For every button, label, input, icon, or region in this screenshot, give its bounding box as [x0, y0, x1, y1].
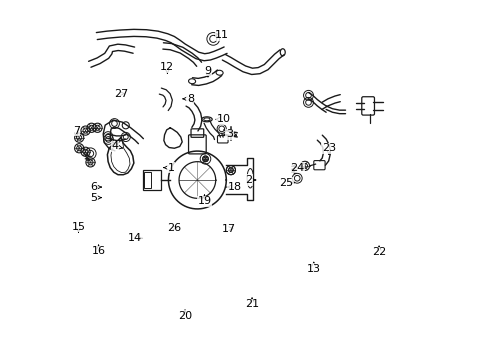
- Text: 19: 19: [197, 195, 212, 206]
- Text: 5: 5: [91, 193, 101, 203]
- Text: 12: 12: [160, 62, 174, 73]
- Text: 18: 18: [227, 182, 242, 192]
- Text: 11: 11: [215, 30, 229, 40]
- Text: 15: 15: [72, 221, 85, 232]
- Text: 16: 16: [92, 245, 105, 256]
- Text: 8: 8: [183, 94, 194, 104]
- Text: 26: 26: [167, 222, 181, 233]
- Text: 2: 2: [245, 175, 256, 185]
- Text: 27: 27: [114, 89, 128, 99]
- Text: 3: 3: [226, 129, 237, 139]
- Text: 7: 7: [73, 126, 80, 137]
- Text: 13: 13: [307, 262, 321, 274]
- Text: 14: 14: [128, 233, 143, 243]
- Text: 4: 4: [112, 141, 122, 152]
- Text: 23: 23: [322, 143, 336, 154]
- Text: 20: 20: [178, 310, 192, 321]
- Text: 22: 22: [372, 246, 386, 257]
- Text: 25: 25: [280, 178, 294, 188]
- Text: 21: 21: [245, 298, 259, 309]
- Text: 9: 9: [204, 66, 212, 77]
- Text: 10: 10: [216, 114, 231, 124]
- Text: 17: 17: [222, 224, 236, 234]
- Text: 1: 1: [164, 163, 174, 173]
- Text: 24: 24: [290, 163, 305, 173]
- Text: 6: 6: [91, 182, 101, 192]
